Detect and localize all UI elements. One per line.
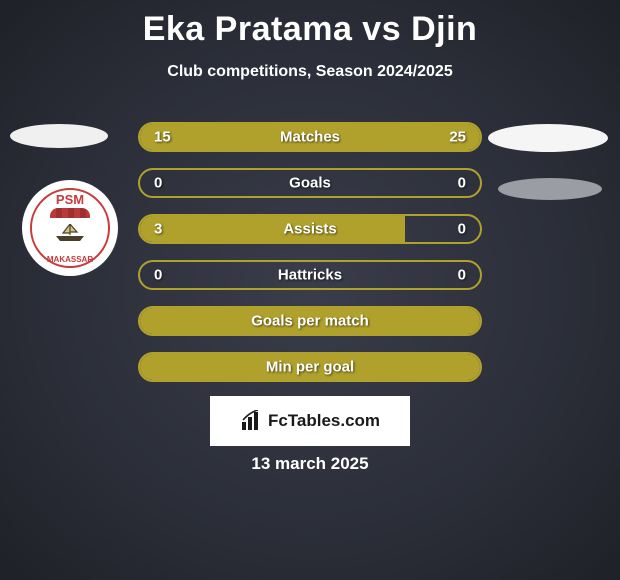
club-badge-psm: PSM MAKASSAR <box>22 180 118 276</box>
badge-boat-icon <box>54 224 86 242</box>
stat-row-goals: Goals0 0 <box>138 168 482 198</box>
bar-label: Matches <box>140 129 480 146</box>
comparison-bars: Matches1525Goals00Assists30Hattricks00Go… <box>138 122 482 398</box>
bar-label: Goals per match <box>140 313 480 330</box>
stat-row-min-per-goal: Min per goal <box>138 352 482 382</box>
bar-value-right: 0 <box>458 267 466 284</box>
decorative-ellipse-right-mid <box>498 178 602 200</box>
bar-value-left: 0 <box>154 267 162 284</box>
bar-value-right: 0 <box>458 221 466 238</box>
fctables-logo-icon <box>240 410 262 432</box>
badge-text-bottom: MAKASSAR <box>22 255 118 264</box>
bar-value-left: 0 <box>154 175 162 192</box>
bar-label: Assists <box>140 221 480 238</box>
date-text: 13 march 2025 <box>0 454 620 474</box>
bar-label: Hattricks <box>140 267 480 284</box>
bar-label: Min per goal <box>140 359 480 376</box>
stat-row-matches: Matches15 25 <box>138 122 482 152</box>
page-title: Eka Pratama vs Djin <box>0 0 620 49</box>
bar-label: Goals <box>140 175 480 192</box>
fctables-text: FcTables.com <box>268 411 380 431</box>
bar-value-right: 0 <box>458 175 466 192</box>
stat-row-hattricks: Hattricks0 0 <box>138 260 482 290</box>
stat-row-assists: Assists3 0 <box>138 214 482 244</box>
badge-text-top: PSM <box>22 192 118 207</box>
bar-value-left: 3 <box>154 221 162 238</box>
page-subtitle: Club competitions, Season 2024/2025 <box>0 63 620 81</box>
fctables-attribution: FcTables.com <box>210 396 410 446</box>
stat-row-goals-per-match: Goals per match <box>138 306 482 336</box>
decorative-ellipse-left-top <box>10 124 108 148</box>
bar-value-left: 15 <box>154 129 171 146</box>
badge-brick-icon <box>50 208 90 218</box>
bar-value-right: 25 <box>449 129 466 146</box>
decorative-ellipse-right-top <box>488 124 608 152</box>
